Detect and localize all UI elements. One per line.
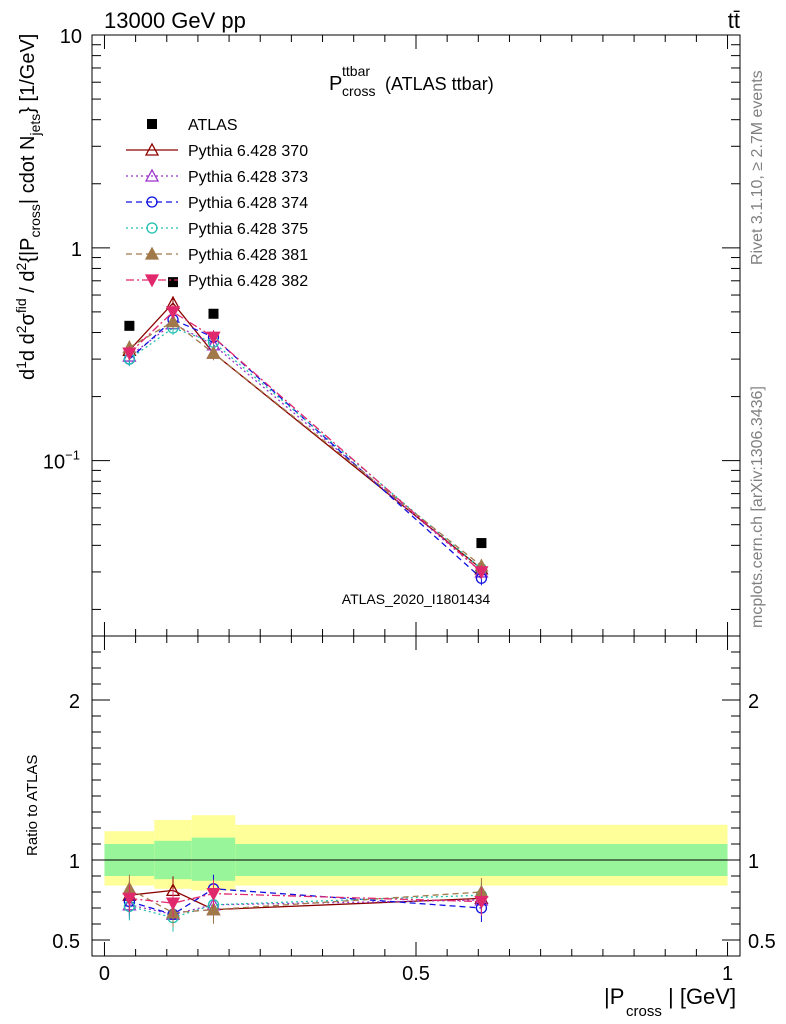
- series-Pythia-6428-373: [122, 316, 489, 579]
- legend: ATLAS Pythia 6.428 370 Pythia 6.428 373 Pyt…: [126, 117, 308, 290]
- atlas-data-point: [208, 308, 219, 319]
- data-point: [165, 306, 181, 320]
- main-series: [122, 295, 489, 586]
- ratio-line: [129, 899, 482, 916]
- series-line: [129, 320, 482, 567]
- ratio-y-label: Ratio to ATLAS: [24, 755, 41, 856]
- x-tick-label: 0: [99, 963, 110, 985]
- atlas-data-point: [168, 277, 178, 288]
- legend-label: Pythia 6.428 382: [188, 273, 308, 290]
- series-line: [128, 318, 482, 579]
- y-tick-label-exponent: −1: [65, 448, 80, 463]
- ratio-y-tick-label: 0.5: [52, 931, 80, 953]
- legend-marker: [144, 168, 160, 182]
- uncertainty-band-inner: [191, 837, 236, 881]
- series-line: [128, 322, 482, 573]
- ratio-point: [206, 902, 221, 916]
- ratio-point: [122, 892, 137, 906]
- series-Pythia-6428-382: [122, 304, 489, 580]
- legend-label: Pythia 6.428 373: [188, 169, 308, 186]
- legend-item: Pythia 6.428 382: [126, 273, 308, 290]
- plot-title: P ttbar cross (ATLAS ttbar): [329, 63, 494, 99]
- main-panel: 10 1 10−1 P ttbar cross (ATLAS ttbar) d1d …: [13, 26, 741, 637]
- ratio-line: [129, 889, 482, 911]
- ratio-point: [165, 897, 181, 911]
- series-line: [128, 302, 482, 570]
- ratio-y-tick-label: 1: [69, 851, 80, 873]
- title-main: P: [329, 73, 342, 95]
- y-axis-label-text: d1d d2σfid / d2{|Pcross| cdot Njets} [1/…: [13, 34, 43, 380]
- legend-item: Pythia 6.428 370: [126, 142, 308, 160]
- series-line: [129, 327, 482, 570]
- legend-item: Pythia 6.428 375: [126, 221, 308, 238]
- title-rest: (ATLAS ttbar): [385, 74, 494, 94]
- legend-marker: [146, 196, 158, 208]
- main-ticks: 10 1 10−1: [43, 26, 740, 636]
- legend-label: Pythia 6.428 374: [188, 195, 308, 212]
- series-Pythia-6428-381: [122, 314, 489, 573]
- y-tick-label: 1: [71, 239, 82, 261]
- data-point: [206, 331, 221, 345]
- atlas-data-point: [124, 320, 135, 331]
- ratio-panel: 0.5 0.5 1 1 2 2 0 0.5 1 Ratio to ATLAS: [24, 635, 776, 985]
- x-axis-label: |P cross | [GeV]: [604, 984, 736, 1020]
- legend-marker: [147, 119, 157, 129]
- legend-item: Pythia 6.428 373: [126, 168, 308, 186]
- ratio-ticks: 0.5 0.5 1 1 2 2 0 0.5 1: [52, 636, 776, 985]
- legend-label: Pythia 6.428 370: [188, 143, 308, 160]
- x-tick-label: 0.5: [402, 963, 430, 985]
- final-state-label: tt̄: [728, 8, 740, 33]
- legend-item: Pythia 6.428 381: [126, 246, 308, 264]
- data-point: [206, 345, 221, 359]
- series-Pythia-6428-374: [123, 312, 488, 586]
- legend-marker: [144, 274, 160, 288]
- x-label-main: |P: [604, 984, 624, 1009]
- ratio-series-Pythia-6428-382: [122, 879, 489, 918]
- x-label-rest: | [GeV]: [668, 984, 736, 1009]
- data-point: [474, 566, 489, 580]
- ratio-y-tick-label: 2: [69, 691, 80, 713]
- ratio-y-tick-label-right: 0.5: [748, 931, 776, 953]
- ratio-point: [474, 895, 489, 909]
- rivet-version-label: Rivet 3.1.10, ≥ 2.7M events: [749, 70, 766, 265]
- series-Pythia-6428-370: [122, 295, 489, 576]
- title-sup: ttbar: [342, 63, 370, 79]
- y-axis-label: d1d d2σfid / d2{|Pcross| cdot Njets} [1/…: [13, 34, 43, 380]
- mcplots-label: mcplots.cern.ch [arXiv:1306.3436]: [749, 386, 766, 628]
- x-tick-label: 1: [722, 963, 733, 985]
- analysis-watermark: ATLAS_2020_I1801434: [342, 591, 491, 607]
- legend-marker: [144, 246, 160, 260]
- title-sub: cross: [342, 83, 375, 99]
- ratio-panel-frame: [91, 635, 741, 957]
- ratio-y-tick-label-right: 2: [748, 691, 759, 713]
- series-line: [128, 311, 482, 573]
- x-label-sub: cross: [626, 1003, 662, 1020]
- data-point: [122, 347, 137, 361]
- legend-label: Pythia 6.428 381: [188, 247, 308, 264]
- y-tick-label: 10−1: [43, 448, 80, 474]
- legend-item: Pythia 6.428 374: [126, 195, 308, 212]
- main-reference-points: [124, 277, 487, 549]
- legend-label: Pythia 6.428 375: [188, 221, 308, 238]
- ratio-line: [129, 892, 482, 904]
- atlas-data-point: [476, 538, 487, 549]
- ratio-point: [206, 887, 221, 901]
- ratio-line: [129, 888, 482, 916]
- y-tick-label: 10: [60, 26, 82, 48]
- ratio-uncertainty-bands: [104, 815, 728, 891]
- legend-item-atlas: ATLAS: [147, 117, 238, 134]
- ratio-y-tick-label-right: 1: [748, 851, 759, 873]
- process-label: 13000 GeV pp: [104, 8, 246, 33]
- legend-label: ATLAS: [188, 117, 238, 134]
- legend-marker: [144, 142, 160, 156]
- data-point: [165, 314, 181, 328]
- ratio-series: [122, 874, 489, 932]
- legend-marker: [146, 222, 158, 234]
- series-Pythia-6428-375: [123, 321, 488, 576]
